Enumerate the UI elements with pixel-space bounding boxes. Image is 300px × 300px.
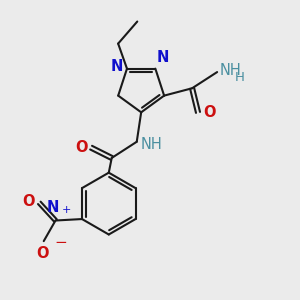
Text: N: N	[111, 59, 123, 74]
Text: NH: NH	[220, 63, 241, 78]
Text: O: O	[203, 105, 216, 120]
Text: H: H	[235, 71, 245, 84]
Text: N: N	[157, 50, 169, 65]
Text: +: +	[62, 205, 71, 215]
Text: O: O	[22, 194, 35, 209]
Text: O: O	[75, 140, 88, 155]
Text: NH: NH	[140, 137, 162, 152]
Text: O: O	[36, 246, 49, 261]
Text: N: N	[47, 200, 59, 215]
Text: −: −	[54, 235, 67, 250]
